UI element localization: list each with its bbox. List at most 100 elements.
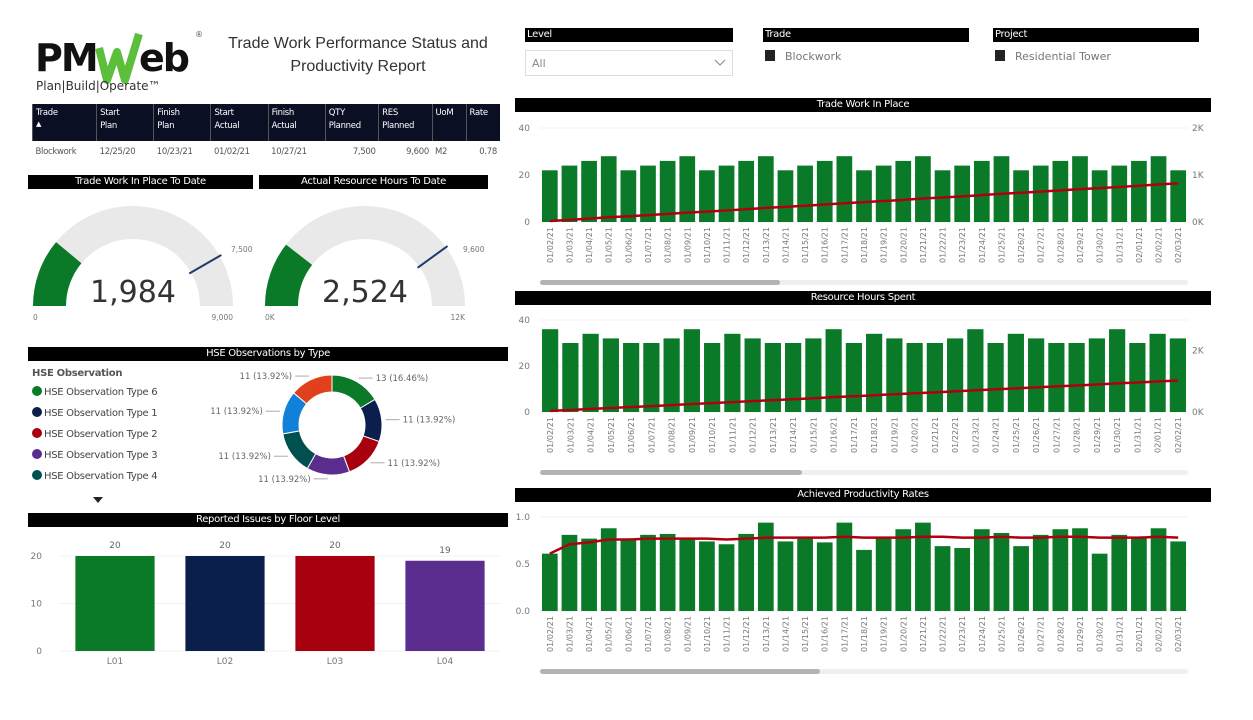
donut-slice[interactable] [282,430,317,470]
bar[interactable] [973,160,990,222]
bar[interactable] [1111,534,1128,611]
bar[interactable] [895,160,912,222]
bar[interactable] [699,541,715,611]
bar[interactable] [1032,534,1049,611]
bar[interactable] [185,556,265,651]
column-header[interactable]: QTY Planned [324,104,379,141]
bar[interactable] [777,541,794,611]
bar[interactable] [1091,553,1108,611]
donut-slice[interactable] [359,398,383,443]
bar[interactable] [934,546,951,611]
bar[interactable] [926,343,943,412]
bar[interactable] [405,560,485,651]
bar[interactable] [906,343,923,412]
bar[interactable] [816,542,833,611]
bar[interactable] [1131,160,1147,222]
bar[interactable] [1150,156,1167,222]
bar[interactable] [602,338,619,412]
bar[interactable] [947,338,964,412]
bar[interactable] [1052,529,1069,611]
bar[interactable] [620,540,637,612]
bar[interactable] [1170,170,1187,222]
bar[interactable] [718,544,735,611]
bar[interactable] [1088,338,1105,412]
bar[interactable] [915,156,931,222]
checkbox-icon[interactable] [765,50,775,61]
bar[interactable] [875,165,892,222]
donut-slice[interactable] [292,374,333,405]
bar[interactable] [757,156,774,222]
bar[interactable] [764,343,781,412]
donut-slice[interactable] [342,435,380,473]
bar[interactable] [600,528,617,611]
bar[interactable] [295,556,375,651]
bar[interactable] [915,522,931,611]
legend-item[interactable]: HSE Observation Type 2 [32,428,158,440]
bar[interactable] [679,156,696,222]
bar[interactable] [825,329,842,412]
bar[interactable] [875,537,892,611]
bar[interactable] [581,538,597,611]
bar[interactable] [836,522,853,611]
bar[interactable] [954,548,971,611]
bar[interactable] [1032,165,1049,222]
bar[interactable] [785,343,802,412]
bar[interactable] [683,329,700,412]
column-header[interactable]: Rate [465,104,500,141]
bar[interactable] [856,170,872,222]
column-header[interactable]: Start Actual [210,104,269,141]
bar[interactable] [600,156,617,222]
bar[interactable] [757,522,774,611]
legend-item[interactable]: HSE Observation Type 6 [32,386,158,398]
checkbox-icon[interactable] [995,50,1005,61]
bar[interactable] [805,338,822,412]
bar[interactable] [797,538,813,611]
bar[interactable] [993,532,1010,611]
bar[interactable] [987,343,1004,412]
bar[interactable] [704,343,721,412]
legend-scroll-down-icon[interactable] [93,497,103,504]
bar[interactable] [1091,170,1108,222]
legend-item[interactable]: HSE Observation Type 1 [32,407,158,419]
bar[interactable] [845,343,862,412]
bar[interactable] [75,556,155,651]
bar[interactable] [895,529,912,611]
bar[interactable] [718,165,735,222]
bar[interactable] [1129,343,1146,412]
bar[interactable] [581,160,597,222]
bar[interactable] [1028,338,1045,412]
bar[interactable] [1149,333,1166,412]
bar[interactable] [1111,165,1128,222]
bar[interactable] [562,343,579,412]
bar[interactable] [640,534,656,611]
bar[interactable] [1048,343,1065,412]
column-header[interactable]: Finish Actual [267,104,326,141]
bar[interactable] [582,333,599,412]
bar[interactable] [659,160,676,222]
bar[interactable] [973,529,990,611]
bar[interactable] [640,165,656,222]
bar[interactable] [744,338,761,412]
bar[interactable] [777,170,794,222]
sort-ascending-icon[interactable]: ▲ [36,120,42,128]
bar[interactable] [659,533,676,611]
bar[interactable] [542,329,559,412]
bar[interactable] [1068,343,1085,412]
column-header[interactable]: UoM [431,104,467,141]
column-header[interactable]: RES Planned [378,104,433,141]
scrollbar-thumb[interactable] [540,470,802,475]
bar[interactable] [1170,541,1187,611]
bar[interactable] [643,343,660,412]
bar[interactable] [620,170,637,222]
bar[interactable] [967,329,984,412]
bar[interactable] [1131,537,1147,611]
bar[interactable] [663,338,680,412]
bar[interactable] [934,170,951,222]
bar[interactable] [1007,333,1024,412]
column-header[interactable]: Finish Plan [153,104,211,141]
trade-filter-item[interactable]: Blockwork [765,50,841,63]
bar[interactable] [1013,170,1029,222]
bar[interactable] [541,553,558,611]
legend-item[interactable]: HSE Observation Type 3 [32,449,158,461]
bar[interactable] [738,533,755,611]
